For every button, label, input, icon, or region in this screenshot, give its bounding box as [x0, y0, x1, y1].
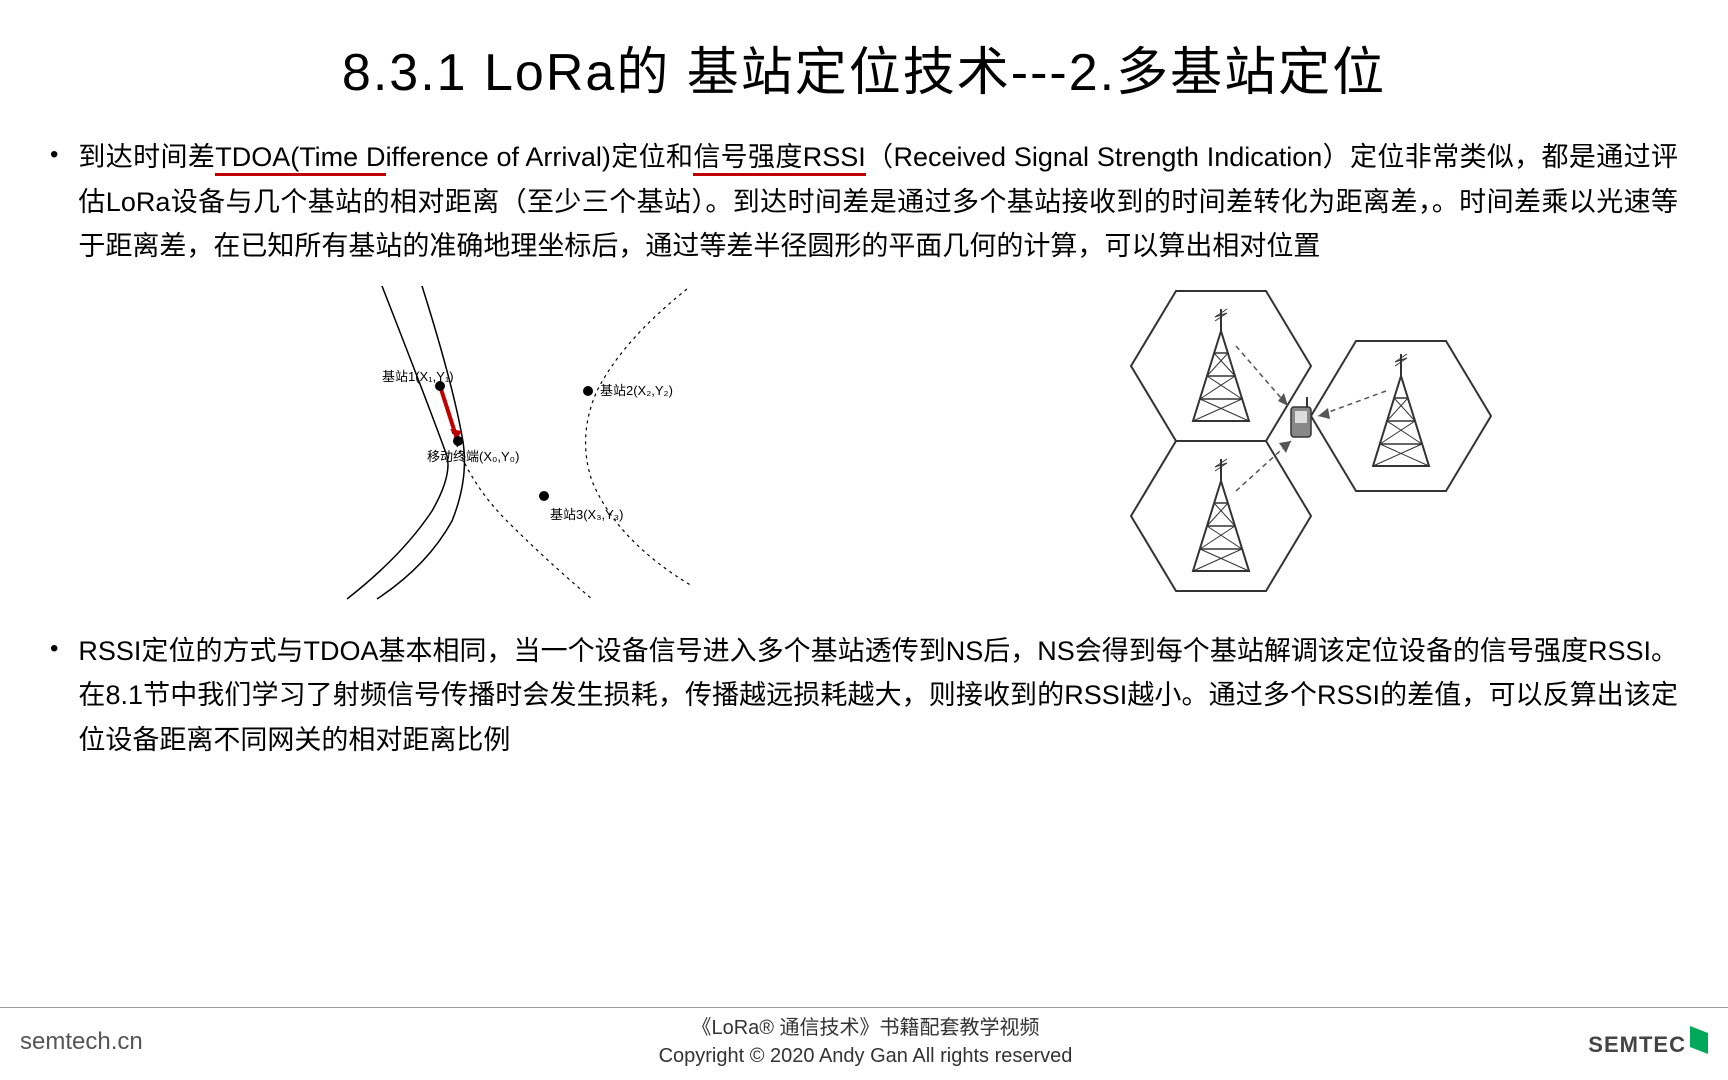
arrow-1	[1236, 346, 1288, 406]
curve-dotted-1	[586, 289, 692, 586]
logo-shape-icon	[1690, 1026, 1708, 1054]
footer-center: 《LoRa® 通信技术》书籍配套教学视频 Copyright © 2020 An…	[659, 1014, 1073, 1070]
bullet-1: •	[50, 141, 58, 169]
p1-underline-rssi: 信号强度RSSI	[693, 142, 865, 176]
tower-2	[1373, 354, 1429, 466]
p1-underline-tdoa: TDOA(Time D	[215, 142, 385, 176]
p1-mid: ifference of Arrival)定位和	[386, 142, 694, 172]
curve-solid-2	[377, 286, 464, 599]
paragraph-1: 到达时间差TDOA(Time Difference of Arrival)定位和…	[78, 135, 1678, 269]
slide-title: 8.3.1 LoRa的 基站定位技术---2.多基站定位	[50, 30, 1678, 105]
p1-pre: 到达时间差	[78, 142, 215, 172]
dot-mobile	[453, 436, 463, 446]
diagrams-row: 基站1(X₁,Y₁) 基站2(X₂,Y₂) 基站3(X₃,Y₃) 移动终端(X₀…	[130, 284, 1678, 604]
hex-tower-diagram	[1076, 281, 1516, 606]
bullet-2: •	[50, 635, 58, 663]
label-bs3: 基站3(X₃,Y₃)	[550, 507, 623, 522]
tower-1	[1193, 309, 1249, 421]
arrow-3	[1236, 441, 1291, 491]
device-icon	[1291, 397, 1311, 437]
logo-text: SEMTEC	[1588, 1032, 1686, 1058]
footer-line1: 《LoRa® 通信技术》书籍配套教学视频	[659, 1014, 1073, 1042]
tdoa-diagram: 基站1(X₁,Y₁) 基站2(X₂,Y₂) 基站3(X₃,Y₃) 移动终端(X₀…	[292, 281, 752, 606]
paragraph-2: RSSI定位的方式与TDOA基本相同，当一个设备信号进入多个基站透传到NS后，N…	[78, 629, 1678, 763]
dot-bs2	[583, 386, 593, 396]
tower-3	[1193, 459, 1249, 571]
label-mobile: 移动终端(X₀,Y₀)	[427, 449, 519, 464]
label-bs2: 基站2(X₂,Y₂)	[600, 383, 673, 398]
footer: semtech.cn 《LoRa® 通信技术》书籍配套教学视频 Copyrigh…	[0, 1007, 1728, 1080]
footer-left: semtech.cn	[20, 1028, 143, 1056]
label-bs1: 基站1(X₁,Y₁)	[382, 369, 454, 384]
dot-bs3	[539, 491, 549, 501]
footer-logo: SEMTEC	[1588, 1026, 1708, 1058]
footer-line2: Copyright © 2020 Andy Gan All rights res…	[659, 1042, 1073, 1070]
curve-solid-1	[347, 286, 448, 599]
